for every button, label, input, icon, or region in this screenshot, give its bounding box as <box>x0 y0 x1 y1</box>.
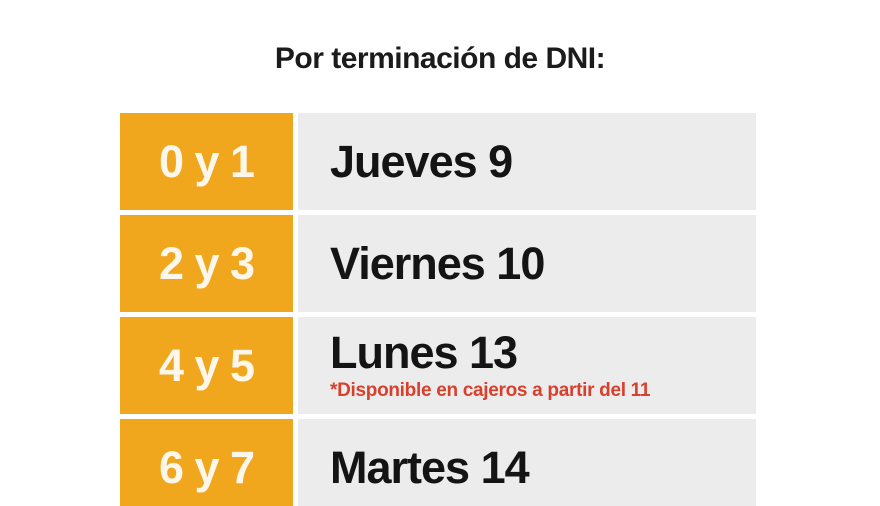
payment-day-label: Viernes 10 <box>330 237 545 289</box>
page-title: Por terminación de DNI: <box>274 42 606 75</box>
dni-ending-label: 2 y 3 <box>158 238 255 289</box>
table-row: 4 y 5 Lunes 13 *Disponible en cajeros a … <box>120 317 756 414</box>
dni-ending-cell: 6 y 7 <box>120 419 293 506</box>
payment-day-cell: Viernes 10 <box>298 215 756 312</box>
table-row: 0 y 1 Jueves 9 <box>120 113 756 210</box>
availability-note: *Disponible en cajeros a partir del 11 <box>330 380 651 402</box>
payment-day-cell: Martes 14 <box>298 419 756 506</box>
payment-day-label: Lunes 13 <box>330 326 518 378</box>
table-row: 2 y 3 Viernes 10 <box>120 215 756 312</box>
dni-ending-label: 6 y 7 <box>158 442 255 493</box>
payment-day-label: Martes 14 <box>330 441 530 493</box>
dni-ending-cell: 0 y 1 <box>120 113 293 210</box>
dni-ending-label: 0 y 1 <box>158 136 255 187</box>
payment-day-label: Jueves 9 <box>330 135 513 187</box>
table-row: 6 y 7 Martes 14 <box>120 419 756 506</box>
payment-day-cell: Lunes 13 *Disponible en cajeros a partir… <box>298 317 756 414</box>
dni-ending-cell: 4 y 5 <box>120 317 293 414</box>
dni-ending-label: 4 y 5 <box>158 340 255 391</box>
dni-schedule-table: 0 y 1 Jueves 9 2 y 3 Viernes 10 4 y 5 Lu… <box>120 113 756 506</box>
dni-ending-cell: 2 y 3 <box>120 215 293 312</box>
payment-day-cell: Jueves 9 <box>298 113 756 210</box>
